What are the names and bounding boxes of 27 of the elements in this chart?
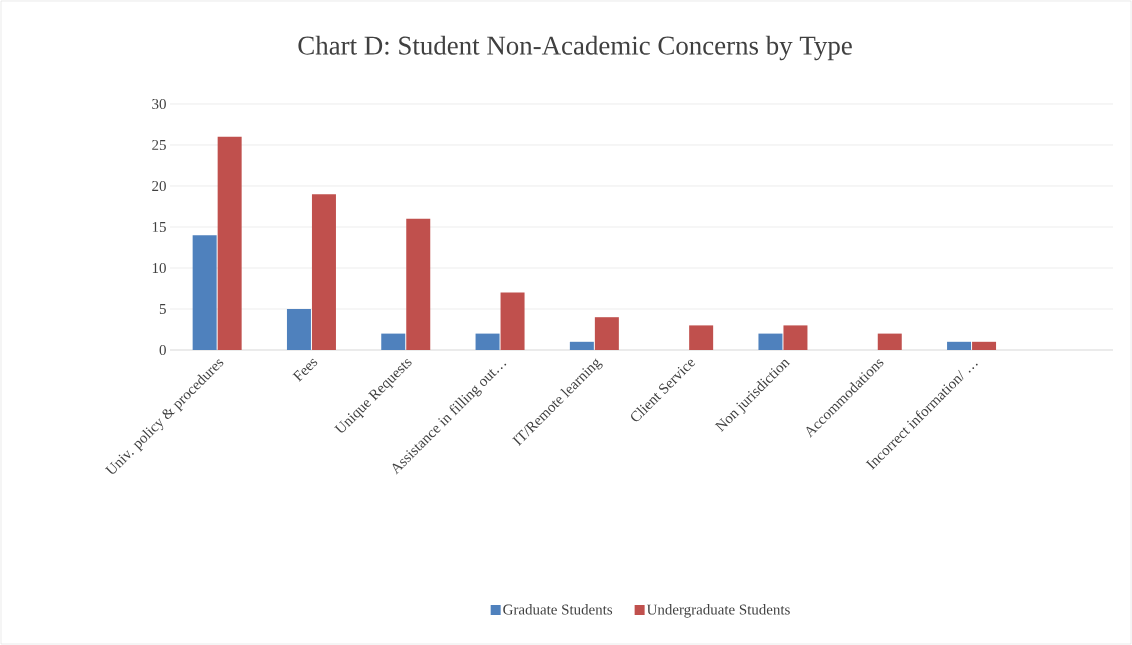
bar	[286, 309, 311, 350]
chart-title: Chart D: Student Non-Academic Concerns by Type	[298, 35, 852, 61]
bar	[311, 194, 336, 350]
y-tick-label: 30	[152, 98, 166, 110]
y-tick-label: 10	[152, 262, 166, 274]
x-tick-label: Fees	[292, 358, 318, 382]
y-tick-label: 5	[159, 304, 166, 314]
bar	[217, 136, 242, 350]
bar	[381, 333, 406, 350]
bar	[689, 325, 714, 350]
y-tick-label: 20	[152, 180, 166, 192]
bar	[406, 218, 431, 350]
legend-label: Undergraduate Students	[646, 604, 790, 618]
bar	[475, 333, 500, 350]
bar	[594, 317, 619, 350]
bar	[877, 333, 902, 350]
bar	[569, 341, 594, 350]
bar	[500, 292, 525, 350]
legend-label: Graduate Students	[503, 604, 613, 615]
bar	[192, 235, 217, 350]
y-tick-label: 25	[152, 139, 166, 151]
bar	[947, 341, 972, 350]
bar	[972, 341, 997, 350]
y-tick-label: 0	[159, 344, 166, 356]
bar	[783, 325, 808, 350]
bar	[758, 333, 783, 350]
y-tick-label: 15	[152, 222, 166, 232]
